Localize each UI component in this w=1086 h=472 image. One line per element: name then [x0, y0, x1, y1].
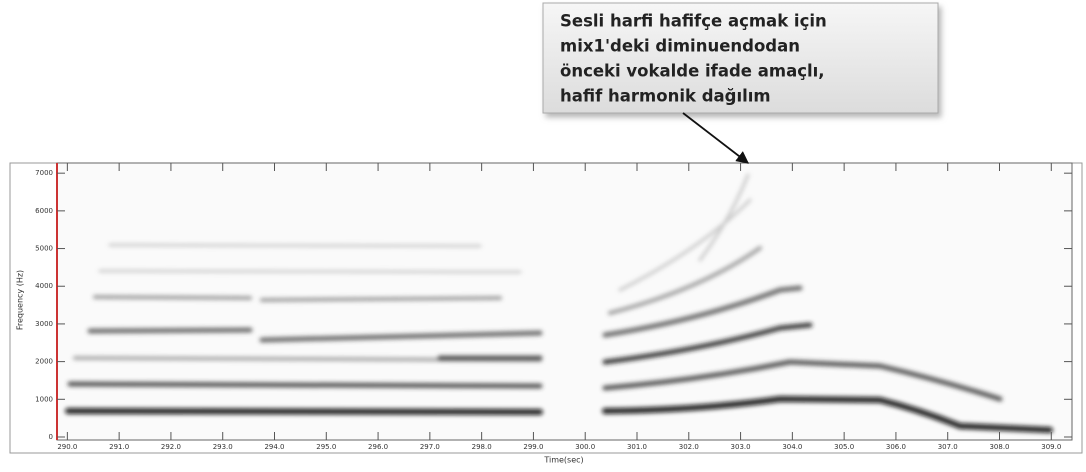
y-tick-label: 1000 — [35, 395, 53, 403]
x-tick-label: 296.0 — [368, 443, 388, 451]
callout-arrow — [683, 113, 748, 163]
x-tick-label: 298.0 — [472, 443, 492, 451]
x-axis-label: Time(sec) — [543, 456, 583, 465]
x-tick-label: 291.0 — [109, 443, 129, 451]
annotation-line: mix1'deki diminuendodan — [560, 37, 800, 56]
x-tick-label: 305.0 — [834, 443, 854, 451]
x-tick-label: 309.0 — [1041, 443, 1061, 451]
y-tick-label: 0 — [49, 433, 53, 441]
plot-frame — [57, 163, 1072, 440]
annotation-line: hafif harmonik dağılım — [560, 87, 771, 106]
x-tick-label: 308.0 — [989, 443, 1009, 451]
chart: Sesli harfi hafifçe açmak için mix1'deki… — [0, 0, 1086, 468]
x-tick-label: 304.0 — [782, 443, 802, 451]
x-tick-label: 295.0 — [316, 443, 336, 451]
y-tick-label: 2000 — [35, 358, 53, 366]
x-tick-label: 290.0 — [57, 443, 77, 451]
x-tick-label: 307.0 — [938, 443, 958, 451]
y-tick-label: 7000 — [35, 169, 53, 177]
x-tick-label: 297.0 — [420, 443, 440, 451]
y-tick-label: 3000 — [35, 320, 53, 328]
x-tick-label: 301.0 — [627, 443, 647, 451]
y-tick-label: 5000 — [35, 245, 53, 253]
annotation-line: Sesli harfi hafifçe açmak için — [560, 12, 827, 31]
x-tick-label: 303.0 — [731, 443, 751, 451]
x-tick-label: 292.0 — [161, 443, 181, 451]
x-tick-label: 299.0 — [523, 443, 543, 451]
annotation-line: önceki vokalde ifade amaçlı, — [560, 62, 825, 81]
y-axis-label: Frequency (Hz) — [16, 270, 25, 330]
x-tick-label: 293.0 — [213, 443, 233, 451]
x-tick-label: 306.0 — [886, 443, 906, 451]
x-tick-label: 302.0 — [679, 443, 699, 451]
x-tick-label: 300.0 — [575, 443, 595, 451]
y-tick-label: 4000 — [35, 282, 53, 290]
page: {"chart_data": { "type": "spectrogram", … — [0, 0, 1086, 468]
x-tick-label: 294.0 — [264, 443, 284, 451]
y-tick-label: 6000 — [35, 207, 53, 215]
